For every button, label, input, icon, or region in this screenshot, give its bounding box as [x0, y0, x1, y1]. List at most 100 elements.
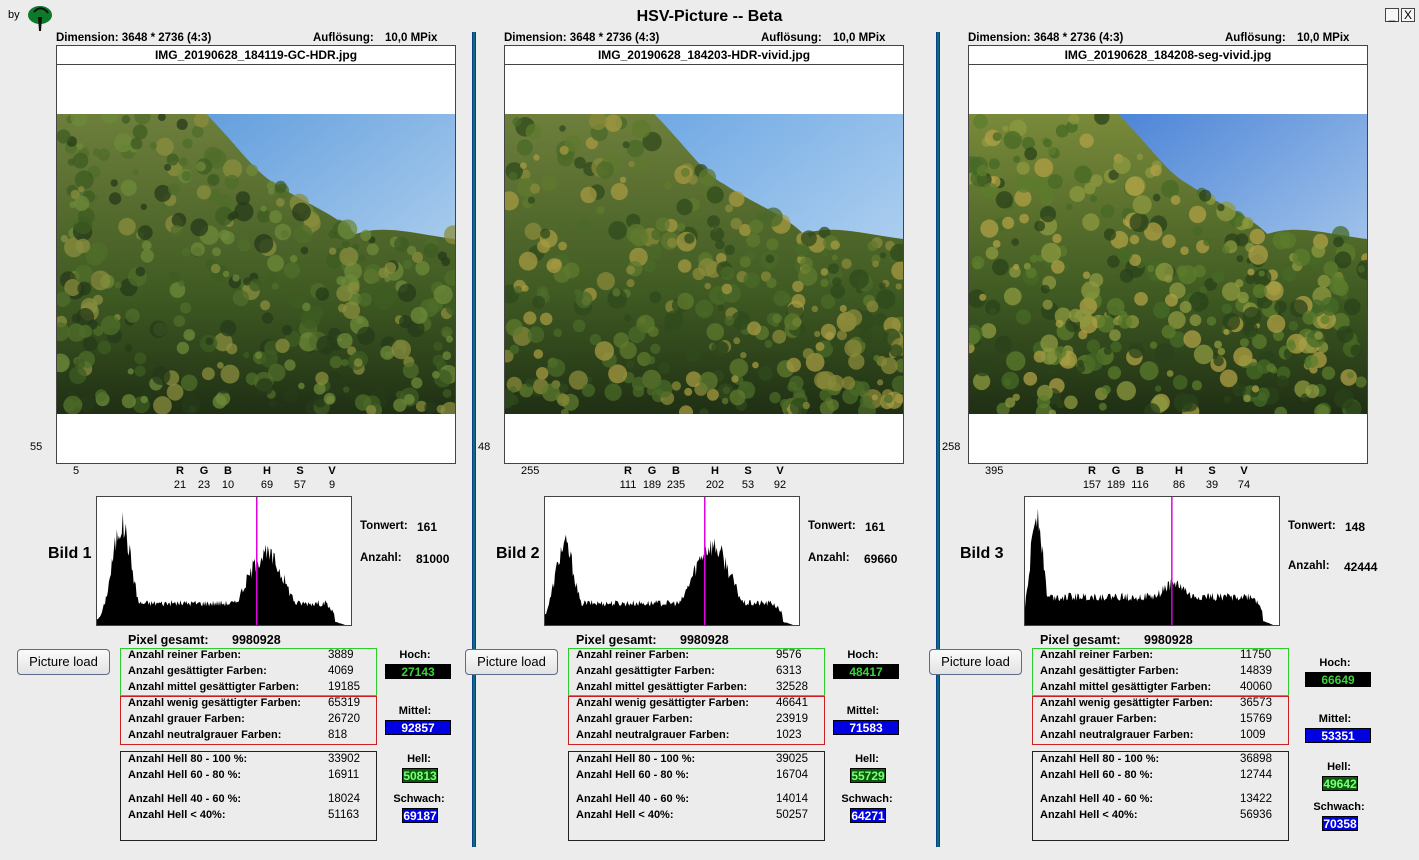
channel-r-label: R — [624, 465, 632, 477]
stat-label: Anzahl reiner Farben: — [1040, 649, 1154, 661]
tonwert-value: 148 — [1345, 520, 1366, 534]
byline: by — [8, 9, 20, 21]
histogram[interactable] — [96, 496, 352, 626]
pixel-gesamt-label: Pixel gesamt: — [576, 633, 657, 647]
mittel-label: Mittel: — [846, 705, 880, 717]
stat-value: 26720 — [328, 713, 360, 725]
pixel-gesamt-value: 9980928 — [232, 633, 281, 647]
channel-s-value: 53 — [741, 479, 755, 491]
brightness-box — [1032, 751, 1289, 841]
stat-label: Anzahl reiner Farben: — [576, 649, 690, 661]
anzahl-value: 42444 — [1344, 560, 1378, 574]
stat-label: Anzahl Hell < 40%: — [1040, 809, 1138, 821]
anzahl-label: Anzahl: — [808, 552, 850, 564]
coord-x: 255 — [521, 465, 540, 477]
stat-label: Anzahl Hell 60 - 80 %: — [128, 769, 242, 781]
resolution-value: 10,0 MPix — [385, 32, 438, 44]
hell-value: 55729 — [850, 768, 886, 783]
stat-value: 9576 — [776, 649, 802, 661]
anzahl-label: Anzahl: — [360, 552, 402, 564]
image-frame[interactable] — [968, 64, 1368, 464]
coord-y: 258 — [942, 441, 961, 453]
picture-load-button[interactable]: Picture load — [465, 649, 558, 675]
hoch-value: 48417 — [833, 664, 899, 679]
histogram-bars — [545, 534, 799, 625]
stat-value: 32528 — [776, 681, 808, 693]
stat-value: 12744 — [1240, 769, 1272, 781]
schwach-label: Schwach: — [841, 793, 893, 805]
channel-v-label: V — [328, 465, 336, 477]
stat-value: 16911 — [328, 769, 360, 781]
brightness-box — [568, 751, 825, 841]
hell-label: Hell: — [855, 753, 879, 765]
coord-x: 5 — [73, 465, 80, 477]
dimension-label: Dimension: 3648 * 2736 (4:3) — [968, 32, 1124, 44]
stat-label: Anzahl Hell 80 - 100 %: — [576, 753, 696, 765]
mittel-value: 71583 — [833, 720, 899, 735]
channel-r-label: R — [1088, 465, 1096, 477]
channel-h-label: H — [263, 465, 271, 477]
schwach-value: 64271 — [850, 808, 886, 823]
channel-b-value: 10 — [221, 479, 235, 491]
coord-y: 48 — [478, 441, 491, 453]
minimize-button[interactable]: _ — [1385, 8, 1399, 22]
dimension-label: Dimension: 3648 * 2736 (4:3) — [504, 32, 660, 44]
schwach-value: 70358 — [1322, 816, 1358, 831]
stat-value: 50257 — [776, 809, 808, 821]
stat-value: 56936 — [1240, 809, 1272, 821]
filename-label: IMG_20190628_184119-GC-HDR.jpg — [56, 45, 456, 65]
image-frame[interactable] — [504, 64, 904, 464]
histogram-bars — [97, 511, 351, 625]
close-button[interactable]: X — [1401, 8, 1415, 22]
image-panel: Dimension: 3648 * 2736 (4:3) Auflösung: … — [0, 0, 470, 860]
pixel-gesamt-value: 9980928 — [680, 633, 729, 647]
stat-value: 4069 — [328, 665, 354, 677]
saturation-high-box — [568, 648, 825, 696]
histogram-svg — [97, 497, 351, 625]
stat-value: 23919 — [776, 713, 808, 725]
hell-label: Hell: — [1327, 761, 1351, 773]
hell-label: Hell: — [407, 753, 431, 765]
histogram[interactable] — [1024, 496, 1280, 626]
channel-s-value: 39 — [1205, 479, 1219, 491]
stat-value: 818 — [328, 729, 348, 741]
stat-value: 15769 — [1240, 713, 1272, 725]
stat-label: Anzahl grauer Farben: — [1040, 713, 1157, 725]
stat-value: 19185 — [328, 681, 360, 693]
channel-g-label: G — [199, 465, 209, 477]
stat-label: Anzahl Hell 60 - 80 %: — [576, 769, 690, 781]
saturation-low-box — [1032, 696, 1289, 745]
picture-load-button[interactable]: Picture load — [929, 649, 1022, 675]
resolution-label: Auflösung: — [1225, 32, 1286, 44]
stat-label: Anzahl gesättigter Farben: — [1040, 665, 1179, 677]
stat-value: 39025 — [776, 753, 808, 765]
schwach-label: Schwach: — [393, 793, 445, 805]
image-panel: Dimension: 3648 * 2736 (4:3) Auflösung: … — [912, 0, 1382, 860]
pixel-gesamt-label: Pixel gesamt: — [128, 633, 209, 647]
resolution-label: Auflösung: — [761, 32, 822, 44]
mittel-value: 92857 — [385, 720, 451, 735]
channel-h-value: 69 — [260, 479, 274, 491]
saturation-low-box — [568, 696, 825, 745]
histogram[interactable] — [544, 496, 800, 626]
channel-h-value: 202 — [705, 479, 725, 491]
image-frame[interactable] — [56, 64, 456, 464]
channel-g-value: 189 — [1106, 479, 1126, 491]
stat-label: Anzahl gesättigter Farben: — [128, 665, 267, 677]
tree-logo-icon — [28, 6, 52, 31]
hell-value: 50813 — [402, 768, 438, 783]
stat-label: Anzahl neutralgrauer Farben: — [128, 729, 282, 741]
hoch-label: Hoch: — [399, 649, 431, 661]
filename-label: IMG_20190628_184203-HDR-vivid.jpg — [504, 45, 904, 65]
channel-v-label: V — [1240, 465, 1248, 477]
saturation-high-box — [120, 648, 377, 696]
channel-s-label: S — [1208, 465, 1216, 477]
image-panel: Dimension: 3648 * 2736 (4:3) Auflösung: … — [448, 0, 918, 860]
stat-label: Anzahl Hell < 40%: — [128, 809, 226, 821]
picture-load-button[interactable]: Picture load — [17, 649, 110, 675]
channel-s-label: S — [296, 465, 304, 477]
stat-value: 33902 — [328, 753, 360, 765]
channel-b-label: B — [224, 465, 232, 477]
channel-g-label: G — [647, 465, 657, 477]
stat-value: 3889 — [328, 649, 354, 661]
